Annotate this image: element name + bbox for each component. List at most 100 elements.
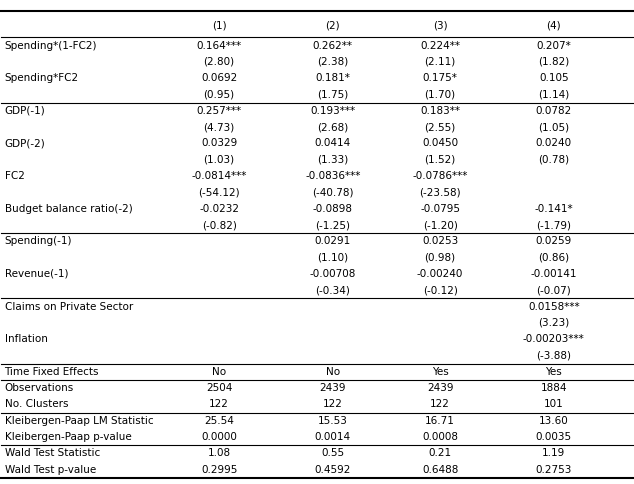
Text: Spending*(1-FC2): Spending*(1-FC2) [4, 41, 97, 51]
Text: Claims on Private Sector: Claims on Private Sector [4, 302, 133, 312]
Text: (1): (1) [212, 21, 226, 30]
Text: 2439: 2439 [427, 383, 453, 393]
Text: Spending*FC2: Spending*FC2 [4, 73, 79, 83]
Text: (-1.79): (-1.79) [536, 220, 571, 230]
Text: -0.00240: -0.00240 [417, 269, 463, 279]
Text: (1.10): (1.10) [317, 253, 348, 263]
Text: Observations: Observations [4, 383, 74, 393]
Text: 0.175*: 0.175* [423, 73, 458, 83]
Text: 0.4592: 0.4592 [314, 465, 351, 475]
Text: 0.193***: 0.193*** [310, 106, 355, 116]
Text: GDP(-2): GDP(-2) [4, 138, 45, 149]
Text: No. Clusters: No. Clusters [4, 399, 68, 409]
Text: GDP(-1): GDP(-1) [4, 106, 45, 116]
Text: 1.19: 1.19 [542, 448, 566, 458]
Text: 0.105: 0.105 [539, 73, 569, 83]
Text: 101: 101 [544, 399, 564, 409]
Text: (1.75): (1.75) [317, 90, 349, 100]
Text: (-0.82): (-0.82) [202, 220, 236, 230]
Text: 122: 122 [430, 399, 450, 409]
Text: (3.23): (3.23) [538, 318, 569, 328]
Text: 0.0414: 0.0414 [314, 138, 351, 149]
Text: -0.0814***: -0.0814*** [191, 171, 247, 181]
Text: 0.0000: 0.0000 [201, 432, 237, 442]
Text: (-23.58): (-23.58) [419, 187, 461, 197]
Text: 2439: 2439 [320, 383, 346, 393]
Text: 0.207*: 0.207* [536, 41, 571, 51]
Text: 0.183**: 0.183** [420, 106, 460, 116]
Text: -0.0898: -0.0898 [313, 204, 353, 214]
Text: (4.73): (4.73) [204, 122, 235, 132]
Text: 0.0008: 0.0008 [422, 432, 458, 442]
Text: 16.71: 16.71 [425, 416, 455, 426]
Text: (-1.20): (-1.20) [423, 220, 458, 230]
Text: 0.0450: 0.0450 [422, 138, 458, 149]
Text: 122: 122 [323, 399, 343, 409]
Text: (0.95): (0.95) [204, 90, 235, 100]
Text: 0.0035: 0.0035 [536, 432, 572, 442]
Text: 0.181*: 0.181* [315, 73, 350, 83]
Text: (1.14): (1.14) [538, 90, 569, 100]
Text: Wald Test Statistic: Wald Test Statistic [4, 448, 100, 458]
Text: 0.0692: 0.0692 [201, 73, 237, 83]
Text: 0.0014: 0.0014 [314, 432, 351, 442]
Text: FC2: FC2 [4, 171, 25, 181]
Text: Kleibergen-Paap p-value: Kleibergen-Paap p-value [4, 432, 131, 442]
Text: (1.03): (1.03) [204, 155, 235, 165]
Text: (1.33): (1.33) [317, 155, 349, 165]
Text: 0.0158***: 0.0158*** [528, 302, 579, 312]
Text: 2504: 2504 [206, 383, 232, 393]
Text: Yes: Yes [545, 367, 562, 377]
Text: Time Fixed Effects: Time Fixed Effects [4, 367, 99, 377]
Text: (-0.07): (-0.07) [536, 285, 571, 295]
Text: 1.08: 1.08 [207, 448, 231, 458]
Text: 13.60: 13.60 [539, 416, 569, 426]
Text: 0.0329: 0.0329 [201, 138, 237, 149]
Text: -0.0795: -0.0795 [420, 204, 460, 214]
Text: 0.2995: 0.2995 [201, 465, 237, 475]
Text: 0.0259: 0.0259 [536, 236, 572, 246]
Text: Yes: Yes [432, 367, 448, 377]
Text: -0.0836***: -0.0836*** [305, 171, 361, 181]
Text: -0.00708: -0.00708 [309, 269, 356, 279]
Text: Spending(-1): Spending(-1) [4, 236, 72, 246]
Text: Inflation: Inflation [4, 334, 48, 344]
Text: 0.0291: 0.0291 [314, 236, 351, 246]
Text: 1884: 1884 [540, 383, 567, 393]
Text: 0.55: 0.55 [321, 448, 344, 458]
Text: 0.21: 0.21 [429, 448, 451, 458]
Text: (2.11): (2.11) [425, 57, 456, 67]
Text: (-1.25): (-1.25) [315, 220, 350, 230]
Text: -0.0786***: -0.0786*** [412, 171, 468, 181]
Text: (2.80): (2.80) [204, 57, 235, 67]
Text: Budget balance ratio(-2): Budget balance ratio(-2) [4, 204, 133, 214]
Text: Revenue(-1): Revenue(-1) [4, 269, 68, 279]
Text: (-3.88): (-3.88) [536, 350, 571, 361]
Text: (0.98): (0.98) [425, 253, 456, 263]
Text: (-0.34): (-0.34) [315, 285, 350, 295]
Text: -0.0232: -0.0232 [199, 204, 239, 214]
Text: (0.86): (0.86) [538, 253, 569, 263]
Text: -0.00141: -0.00141 [531, 269, 577, 279]
Text: (2): (2) [325, 21, 340, 30]
Text: (0.78): (0.78) [538, 155, 569, 165]
Text: (1.05): (1.05) [538, 122, 569, 132]
Text: (-0.12): (-0.12) [423, 285, 458, 295]
Text: 0.164***: 0.164*** [197, 41, 242, 51]
Text: 0.257***: 0.257*** [197, 106, 242, 116]
Text: (1.82): (1.82) [538, 57, 569, 67]
Text: (-54.12): (-54.12) [198, 187, 240, 197]
Text: (1.70): (1.70) [425, 90, 456, 100]
Text: 0.224**: 0.224** [420, 41, 460, 51]
Text: 0.262**: 0.262** [313, 41, 353, 51]
Text: 122: 122 [209, 399, 229, 409]
Text: 0.0782: 0.0782 [536, 106, 572, 116]
Text: -0.141*: -0.141* [534, 204, 573, 214]
Text: (3): (3) [433, 21, 448, 30]
Text: No: No [212, 367, 226, 377]
Text: 25.54: 25.54 [204, 416, 234, 426]
Text: (2.38): (2.38) [317, 57, 349, 67]
Text: (1.52): (1.52) [425, 155, 456, 165]
Text: (4): (4) [547, 21, 561, 30]
Text: No: No [326, 367, 340, 377]
